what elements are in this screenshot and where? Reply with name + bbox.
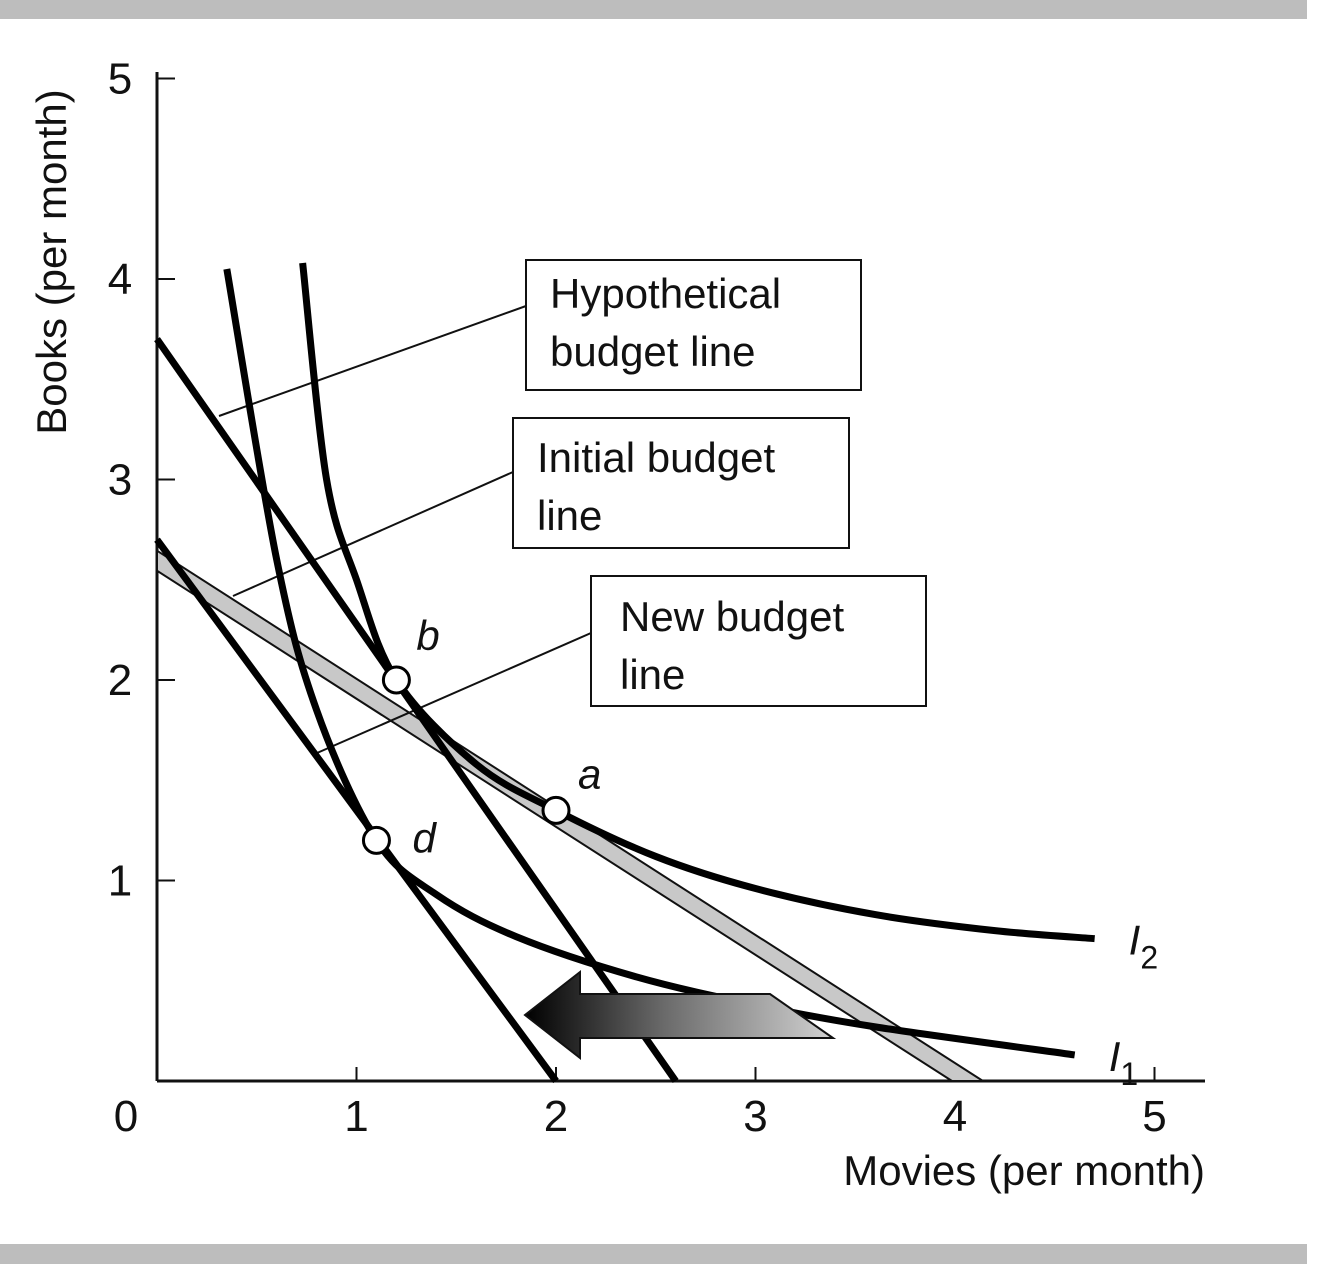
callout-initial-line2: line	[537, 492, 602, 539]
new-budget-line	[156, 548, 987, 1082]
point-a	[541, 795, 571, 825]
x-tick-label: 4	[943, 1092, 967, 1141]
top-band	[0, 0, 1307, 19]
indifference-curve-I1	[223, 268, 1076, 1059]
point-b	[381, 665, 411, 695]
callout-initial-line1: Initial budget	[537, 434, 776, 481]
point-label-d: d	[412, 814, 437, 861]
shift-arrow	[523, 969, 837, 1061]
x-tick-label: 5	[1142, 1092, 1166, 1141]
callout-initial: Initial budget line	[512, 417, 850, 549]
curve-label-subscript: 1	[1120, 1056, 1138, 1092]
callout-new-line2: line	[620, 651, 685, 698]
callout-hypothetical: Hypothetical budget line	[525, 259, 862, 391]
callout-hypothetical-line1: Hypothetical	[550, 270, 781, 317]
y-axis-title: Books (per month)	[28, 89, 75, 434]
callout-hypothetical-line2: budget line	[550, 328, 756, 375]
leader-new	[316, 632, 592, 754]
point-d	[361, 825, 391, 855]
x-tick-label: 0	[114, 1092, 138, 1141]
callout-new-line1: New budget	[620, 593, 844, 640]
y-tick-label: 2	[108, 656, 132, 705]
y-tick-label: 3	[108, 456, 132, 505]
y-tick-label: 4	[108, 255, 132, 304]
callout-new: New budget line	[590, 575, 927, 707]
curve-label-I1: I1	[1109, 1033, 1138, 1092]
x-tick-label: 2	[544, 1092, 568, 1141]
x-axis-title: Movies (per month)	[843, 1147, 1205, 1194]
curve-label-I2: I2	[1129, 917, 1158, 976]
point-label-b: b	[416, 612, 439, 659]
y-tick-label: 5	[108, 55, 132, 104]
point-label-a: a	[578, 750, 601, 797]
y-tick-label: 1	[108, 857, 132, 906]
bottom-band	[0, 1244, 1307, 1264]
x-tick-label: 1	[344, 1092, 368, 1141]
curve-label-subscript: 2	[1140, 940, 1158, 976]
x-tick-label: 3	[743, 1092, 767, 1141]
leader-hypothetical	[218, 305, 527, 417]
